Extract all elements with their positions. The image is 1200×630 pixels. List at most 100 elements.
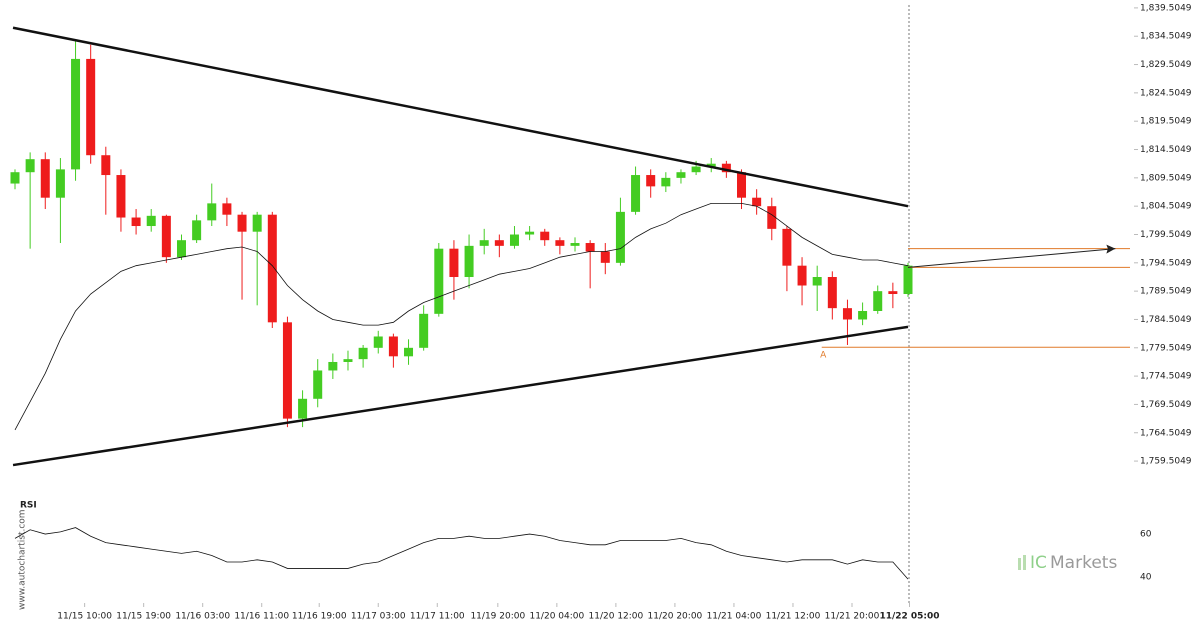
candle-body xyxy=(509,234,519,246)
brand-name: Markets xyxy=(1050,553,1117,573)
candle-body xyxy=(691,166,701,173)
annotation: A xyxy=(820,351,827,361)
candle-body xyxy=(25,159,35,173)
brand-ic: IC xyxy=(1030,553,1047,573)
candle-body xyxy=(873,291,883,311)
candle-body xyxy=(600,251,610,263)
candle-body xyxy=(706,163,716,167)
candle-body xyxy=(71,58,81,170)
trendline xyxy=(12,26,909,208)
candle-body xyxy=(540,231,550,241)
candle-body xyxy=(752,197,762,207)
candle-body xyxy=(903,265,913,294)
candle-body xyxy=(131,217,141,227)
candle-body xyxy=(646,175,656,187)
candle-body xyxy=(207,203,217,221)
y-tick-label: 1,834.5049 xyxy=(1140,32,1192,42)
candle-body xyxy=(767,206,777,229)
y-tick-label: 1,784.5049 xyxy=(1140,315,1192,325)
watermark: www.autochartist.com xyxy=(18,509,28,610)
candle-body xyxy=(842,308,852,320)
candle-body xyxy=(812,277,822,286)
x-tick-label: 11/21 12:00 xyxy=(766,612,821,622)
candle-body xyxy=(737,172,747,198)
candle-body xyxy=(237,214,247,232)
y-tick-label: 1,774.5049 xyxy=(1140,372,1192,382)
candle-body xyxy=(267,214,277,323)
logo-bar xyxy=(1023,555,1026,570)
candle-body xyxy=(631,175,641,212)
y-tick-label: 1,769.5049 xyxy=(1140,400,1192,410)
moving-average xyxy=(14,202,909,431)
x-tick-label: 11/15 10:00 xyxy=(57,612,112,622)
x-tick-label: 11/15 19:00 xyxy=(116,612,171,622)
candle-body xyxy=(858,310,868,320)
x-tick-label: 11/19 20:00 xyxy=(470,612,525,622)
x-tick-label: 11/21 20:00 xyxy=(825,612,880,622)
candle-body xyxy=(721,163,731,173)
candle-body xyxy=(252,214,262,232)
candle-body xyxy=(328,361,338,371)
candle-body xyxy=(343,359,353,362)
y-tick-label: 1,804.5049 xyxy=(1140,202,1192,212)
candle-body xyxy=(782,228,792,266)
y-tick-label: 1,799.5049 xyxy=(1140,230,1192,240)
candle-body xyxy=(797,265,807,286)
candle-body xyxy=(313,370,323,399)
y-tick-label: 1,839.5049 xyxy=(1140,3,1192,13)
forecast-arrow xyxy=(907,248,1116,268)
candle-body xyxy=(449,248,459,278)
candle-body xyxy=(464,245,474,278)
rsi-title: RSI xyxy=(20,501,37,511)
candle-body xyxy=(10,172,20,184)
candle-body xyxy=(282,322,292,419)
y-tick-label: 1,829.5049 xyxy=(1140,60,1192,70)
y-tick-label: 1,764.5049 xyxy=(1140,428,1192,438)
x-tick-label: 11/17 11:00 xyxy=(410,612,465,622)
candle-body xyxy=(494,240,504,246)
candle-body xyxy=(40,159,50,198)
x-tick-label: 11/21 04:00 xyxy=(707,612,762,622)
candle-body xyxy=(146,215,156,227)
candle-body xyxy=(404,347,414,357)
candle-body xyxy=(55,169,65,198)
y-tick-label: 1,809.5049 xyxy=(1140,173,1192,183)
y-tick-label: 1,819.5049 xyxy=(1140,117,1192,127)
rsi-tick-label: 40 xyxy=(1140,573,1152,583)
candle-body xyxy=(888,291,898,294)
candle-body xyxy=(373,336,383,348)
x-tick-label: 11/20 20:00 xyxy=(648,612,703,622)
y-tick-label: 1,824.5049 xyxy=(1140,88,1192,98)
rsi-tick-label: 60 xyxy=(1140,530,1152,540)
x-tick-label: 11/22 05:00 xyxy=(879,612,939,622)
candle-body xyxy=(570,243,580,246)
x-tick-label: 11/16 11:00 xyxy=(234,612,289,622)
candle-body xyxy=(101,155,111,176)
candle-body xyxy=(116,175,126,218)
arrow-head xyxy=(1106,244,1116,254)
candle-body xyxy=(676,172,686,178)
rsi-line xyxy=(14,527,909,580)
candle-body xyxy=(827,277,837,309)
candle-body xyxy=(479,240,489,246)
y-tick-label: 1,779.5049 xyxy=(1140,343,1192,353)
trendline xyxy=(12,325,909,467)
candle-body xyxy=(419,313,429,348)
x-tick-label: 11/20 12:00 xyxy=(589,612,644,622)
candle-body xyxy=(358,347,368,360)
logo-bar xyxy=(1018,558,1021,570)
candle-body xyxy=(86,58,96,156)
y-tick-label: 1,759.5049 xyxy=(1140,457,1192,467)
candle-body xyxy=(615,211,625,263)
x-tick-label: 11/16 03:00 xyxy=(175,612,230,622)
y-tick-label: 1,794.5049 xyxy=(1140,258,1192,268)
x-tick-label: 11/17 03:00 xyxy=(351,612,406,622)
candle-body xyxy=(161,215,171,258)
candle-body xyxy=(176,240,186,258)
x-tick-label: 11/16 19:00 xyxy=(292,612,347,622)
x-tick-label: 11/20 04:00 xyxy=(529,612,584,622)
candle-body xyxy=(434,248,444,314)
candle-body xyxy=(585,243,595,252)
candle-body xyxy=(388,336,398,357)
